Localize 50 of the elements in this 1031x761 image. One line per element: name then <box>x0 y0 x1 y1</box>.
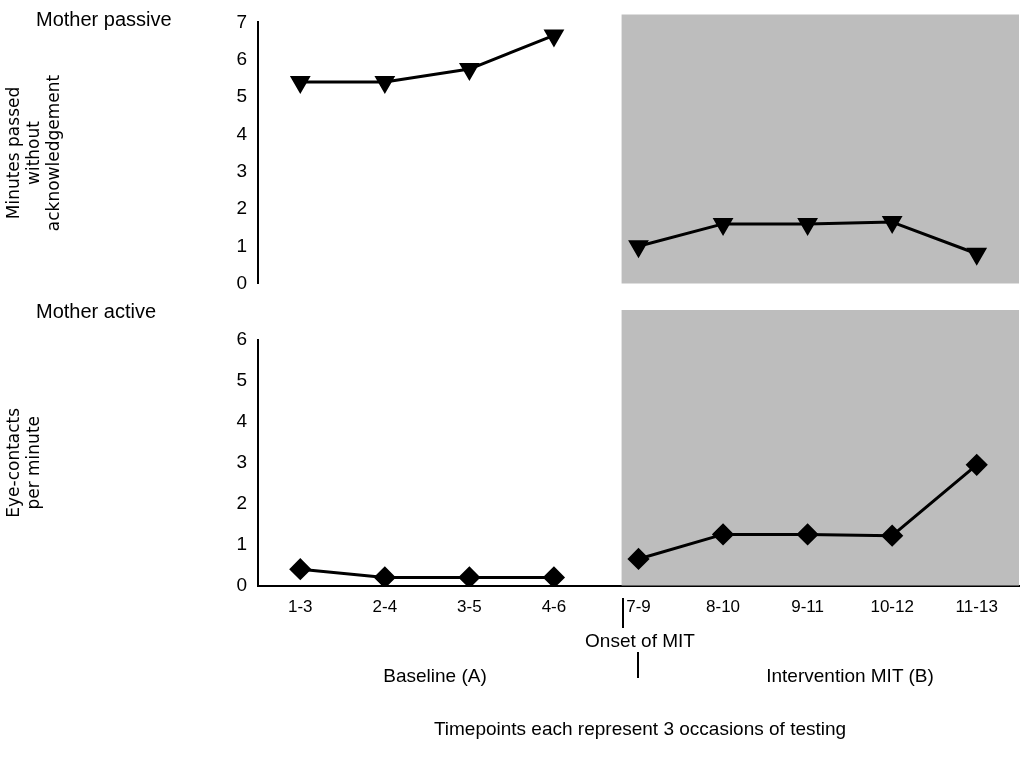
point <box>290 76 310 93</box>
point <box>460 63 479 80</box>
y-tick-label: 5 <box>236 369 247 391</box>
point <box>713 217 733 235</box>
y-tick-label: 0 <box>236 573 247 595</box>
point <box>882 216 902 233</box>
point <box>374 566 396 586</box>
text: Baseline (A) <box>383 665 487 687</box>
point <box>458 566 480 586</box>
x-axis-title: Timepoints each represent 3 occasions of testing <box>433 718 847 740</box>
point <box>629 240 648 257</box>
x-tick-label: 2-4 <box>372 597 398 617</box>
y-tick-label: 2 <box>236 491 247 513</box>
x-tick-label: 3-5 <box>457 597 482 617</box>
point <box>967 247 987 265</box>
point <box>544 29 564 46</box>
point <box>881 525 903 547</box>
chart-title: Mother passive <box>36 8 172 31</box>
text: Intervention MIT (B) <box>766 665 934 687</box>
y-tick-label: 5 <box>236 85 247 107</box>
y-tick-label: 4 <box>236 410 248 432</box>
x-tick-label: 10-12 <box>870 597 914 617</box>
point <box>712 523 734 545</box>
point <box>797 523 819 545</box>
point <box>289 558 311 580</box>
text: Mother active <box>36 300 157 323</box>
x-tick-label: 1-3 <box>287 597 313 617</box>
y-tick-label: 7 <box>236 10 247 32</box>
y-tick-label: 2 <box>236 197 247 219</box>
point <box>966 454 988 476</box>
y-tick-label: 6 <box>236 47 247 69</box>
y-tick-label: 0 <box>236 271 247 293</box>
y-tick-label: 6 <box>236 328 247 350</box>
y-tick-label: 3 <box>236 451 247 473</box>
x-tick-label: 9-11 <box>791 597 824 617</box>
x-tick-label: 11-13 <box>955 597 998 617</box>
x-tick-label: 8-10 <box>706 597 741 617</box>
y-tick-label: 3 <box>236 159 247 181</box>
x-tick-label: 4-6 <box>541 597 567 617</box>
y-tick-label: 4 <box>236 122 248 144</box>
y-tick-label: 1 <box>236 234 247 256</box>
point <box>375 76 395 93</box>
point <box>628 548 649 570</box>
y-axis-title: Eye-contacts per minute <box>2 407 44 518</box>
y-tick-label: 1 <box>236 532 247 554</box>
x-tick-label: 7-9 <box>626 597 651 617</box>
point <box>798 217 817 235</box>
text: Onset of MIT <box>585 630 695 652</box>
y-axis-title: Minutes passed without acknowledgement <box>2 74 64 232</box>
point <box>543 566 565 586</box>
